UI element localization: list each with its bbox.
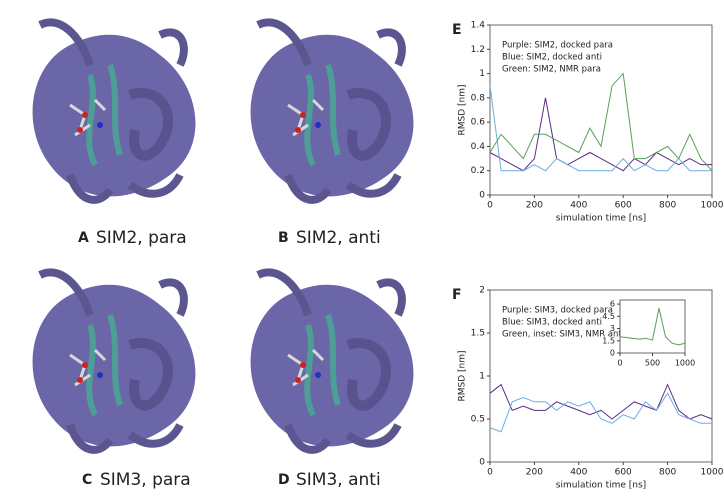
y-tick-label: 0	[479, 458, 485, 468]
plot-frame	[489, 24, 713, 196]
y-tick-label: 0.2	[471, 166, 485, 176]
x-tick-label: 1000	[675, 359, 695, 368]
x-tick-label: 200	[526, 201, 543, 211]
y-tick-label: 1.2	[471, 45, 485, 55]
x-tick-label: 600	[615, 468, 632, 478]
x-tick-label: 400	[570, 201, 587, 211]
y-tick-label: 0.5	[471, 415, 485, 425]
x-tick-label: 0	[487, 201, 493, 211]
x-tick-label: 200	[526, 468, 543, 478]
y-tick-label: 1.4	[471, 21, 486, 31]
legend-entry: Green: SIM2, NMR para	[502, 65, 601, 75]
y-tick-label: 1.5	[602, 336, 615, 345]
legend-entry: Purple: SIM3, docked para	[502, 306, 613, 316]
y-tick-label: 1.5	[471, 329, 485, 339]
structure-image	[251, 272, 414, 449]
x-tick-label: 400	[570, 468, 587, 478]
data-line	[489, 383, 713, 420]
plot-frame	[619, 299, 686, 354]
x-axis-label: simulation time [ns]	[556, 214, 646, 224]
x-tick-label: 0	[617, 359, 622, 368]
x-tick-label: 800	[659, 201, 676, 211]
y-tick-label: 4.5	[602, 312, 615, 321]
x-tick-label: 500	[645, 359, 660, 368]
panel-letter: A	[78, 230, 89, 246]
x-tick-label: 0	[487, 468, 493, 478]
x-tick-label: 600	[615, 201, 632, 211]
data-line	[489, 85, 712, 172]
x-tick-label: 1000	[701, 201, 724, 211]
y-tick-label: 0.4	[471, 142, 486, 152]
structure-image	[33, 22, 196, 199]
panel-caption: SIM2, para	[96, 228, 187, 248]
panel-caption: SIM2, anti	[296, 228, 381, 248]
y-tick-label: 1	[479, 372, 485, 382]
data-line	[489, 392, 712, 433]
structure-image	[251, 22, 414, 199]
panel-letter: B	[278, 230, 289, 246]
y-tick-label: 0	[479, 191, 485, 201]
data-line	[619, 308, 686, 346]
panel-caption: SIM3, para	[100, 470, 191, 490]
legend-entry: Purple: SIM2, docked para	[502, 41, 613, 51]
panel-letter: D	[278, 472, 290, 488]
y-tick-label: 2	[479, 286, 485, 296]
y-axis-label: RMSD [nm]	[458, 350, 468, 401]
panel-letter: E	[452, 22, 462, 38]
x-axis-label: simulation time [ns]	[556, 481, 646, 491]
legend-entry: Blue: SIM3, docked anti	[502, 318, 602, 328]
legend-entry: Green, inset: SIM3, NMR anti	[502, 330, 624, 340]
y-tick-label: 3	[610, 324, 615, 333]
x-tick-label: 800	[659, 468, 676, 478]
y-tick-label: 1	[479, 69, 485, 79]
panel-letter: F	[452, 287, 462, 303]
y-tick-label: 6	[610, 300, 615, 309]
panel-letter: C	[82, 472, 92, 488]
x-tick-label: 1000	[701, 468, 724, 478]
y-axis-label: RMSD [nm]	[458, 84, 468, 135]
y-tick-label: 0	[610, 349, 615, 358]
legend-entry: Blue: SIM2, docked anti	[502, 53, 602, 63]
panel-caption: SIM3, anti	[296, 470, 381, 490]
data-line	[489, 72, 713, 172]
structure-image	[33, 272, 196, 449]
y-tick-label: 0.6	[471, 118, 486, 128]
y-tick-label: 0.8	[471, 93, 486, 103]
